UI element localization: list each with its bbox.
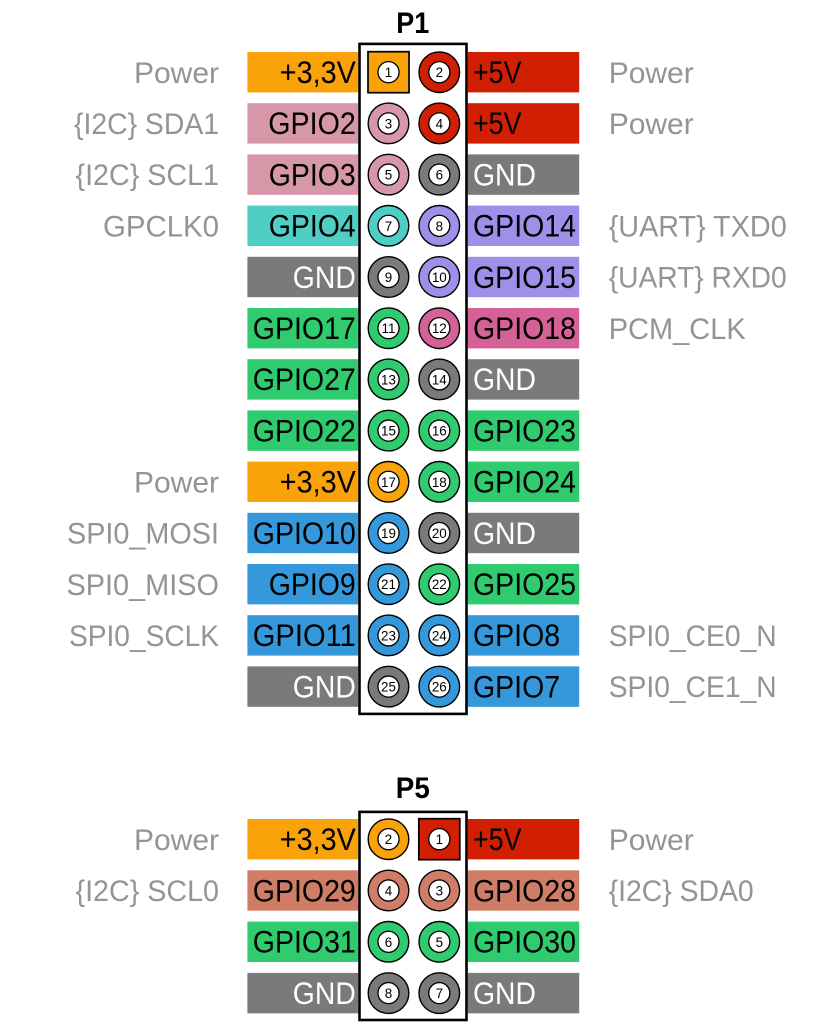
svg-text:GPIO31: GPIO31 <box>253 924 356 960</box>
svg-text:4: 4 <box>385 884 393 899</box>
svg-text:14: 14 <box>432 372 447 387</box>
svg-text:GPIO11: GPIO11 <box>253 617 356 653</box>
svg-text:GPIO28: GPIO28 <box>473 872 576 908</box>
svg-text:6: 6 <box>385 935 392 950</box>
svg-text:+3,3V: +3,3V <box>280 54 356 90</box>
svg-text:+5V: +5V <box>473 105 522 141</box>
svg-text:P5: P5 <box>396 772 430 805</box>
svg-text:{I2C} SDA0: {I2C} SDA0 <box>609 875 754 908</box>
svg-text:GND: GND <box>293 975 356 1011</box>
svg-text:GND: GND <box>473 975 536 1011</box>
svg-text:Power: Power <box>134 824 219 857</box>
svg-text:GND: GND <box>473 515 536 551</box>
svg-text:GPIO14: GPIO14 <box>473 208 576 244</box>
svg-text:P1: P1 <box>396 7 429 40</box>
svg-text:9: 9 <box>385 270 392 285</box>
svg-text:GPIO4: GPIO4 <box>269 208 356 244</box>
svg-text:GPIO27: GPIO27 <box>253 361 356 397</box>
svg-text:5: 5 <box>436 935 443 950</box>
svg-text:2: 2 <box>385 832 392 847</box>
svg-text:GPIO17: GPIO17 <box>253 310 356 346</box>
svg-text:23: 23 <box>381 628 396 643</box>
svg-text:PCM_CLK: PCM_CLK <box>609 313 746 346</box>
svg-text:GPIO23: GPIO23 <box>473 412 576 448</box>
svg-text:12: 12 <box>432 321 447 336</box>
svg-text:13: 13 <box>381 372 396 387</box>
svg-text:+5V: +5V <box>473 821 522 857</box>
svg-text:10: 10 <box>432 270 447 285</box>
svg-text:GPCLK0: GPCLK0 <box>103 210 219 243</box>
svg-text:GPIO7: GPIO7 <box>473 668 560 704</box>
svg-text:8: 8 <box>436 219 443 234</box>
svg-text:21: 21 <box>381 577 396 592</box>
svg-text:4: 4 <box>436 116 444 131</box>
svg-text:3: 3 <box>436 884 443 899</box>
svg-text:3: 3 <box>385 116 392 131</box>
svg-text:24: 24 <box>432 628 447 643</box>
svg-text:SPI0_MISO: SPI0_MISO <box>67 569 220 602</box>
svg-text:{UART} RXD0: {UART} RXD0 <box>609 262 787 295</box>
svg-text:+3,3V: +3,3V <box>280 821 356 857</box>
svg-text:Power: Power <box>134 466 219 499</box>
svg-text:19: 19 <box>381 526 396 541</box>
svg-text:{I2C} SCL0: {I2C} SCL0 <box>76 875 220 908</box>
svg-text:+5V: +5V <box>473 54 522 90</box>
svg-text:GPIO2: GPIO2 <box>268 105 356 141</box>
svg-text:17: 17 <box>381 475 396 490</box>
svg-text:SPI0_MOSI: SPI0_MOSI <box>67 518 219 551</box>
svg-text:Power: Power <box>609 57 694 90</box>
svg-text:7: 7 <box>385 219 392 234</box>
svg-text:6: 6 <box>436 168 443 183</box>
svg-text:SPI0_CE0_N: SPI0_CE0_N <box>609 620 777 653</box>
svg-text:GPIO30: GPIO30 <box>473 924 576 960</box>
svg-text:1: 1 <box>385 65 392 80</box>
svg-text:{I2C} SCL1: {I2C} SCL1 <box>76 159 220 192</box>
svg-text:16: 16 <box>432 424 447 439</box>
svg-text:GND: GND <box>293 259 356 295</box>
svg-text:GPIO29: GPIO29 <box>253 872 356 908</box>
svg-text:{UART} TXD0: {UART} TXD0 <box>609 210 787 243</box>
svg-text:GPIO24: GPIO24 <box>473 464 576 500</box>
svg-text:GPIO15: GPIO15 <box>473 259 576 295</box>
svg-text:2: 2 <box>436 65 443 80</box>
svg-text:GND: GND <box>473 156 536 192</box>
svg-text:GPIO9: GPIO9 <box>269 566 356 602</box>
svg-text:Power: Power <box>609 824 694 857</box>
svg-text:11: 11 <box>382 321 396 336</box>
svg-text:26: 26 <box>432 680 447 695</box>
svg-text:25: 25 <box>381 680 396 695</box>
svg-text:GPIO18: GPIO18 <box>473 310 576 346</box>
svg-text:GND: GND <box>293 668 356 704</box>
svg-text:+3,3V: +3,3V <box>280 464 356 500</box>
svg-text:8: 8 <box>385 986 392 1001</box>
svg-text:18: 18 <box>432 475 447 490</box>
svg-text:{I2C} SDA1: {I2C} SDA1 <box>74 108 219 141</box>
svg-text:Power: Power <box>609 108 694 141</box>
svg-text:GPIO8: GPIO8 <box>473 617 560 653</box>
svg-text:22: 22 <box>432 577 447 592</box>
svg-text:GPIO10: GPIO10 <box>253 515 356 551</box>
svg-text:SPI0_SCLK: SPI0_SCLK <box>69 620 219 653</box>
svg-text:SPI0_CE1_N: SPI0_CE1_N <box>609 671 777 704</box>
svg-text:GND: GND <box>473 361 536 397</box>
svg-text:Power: Power <box>134 57 219 90</box>
svg-text:5: 5 <box>385 168 392 183</box>
svg-text:GPIO22: GPIO22 <box>253 412 356 448</box>
svg-text:GPIO3: GPIO3 <box>269 156 356 192</box>
svg-text:1: 1 <box>436 832 443 847</box>
svg-text:20: 20 <box>432 526 447 541</box>
svg-text:GPIO25: GPIO25 <box>473 566 576 602</box>
svg-text:15: 15 <box>381 424 396 439</box>
svg-text:7: 7 <box>436 986 443 1001</box>
